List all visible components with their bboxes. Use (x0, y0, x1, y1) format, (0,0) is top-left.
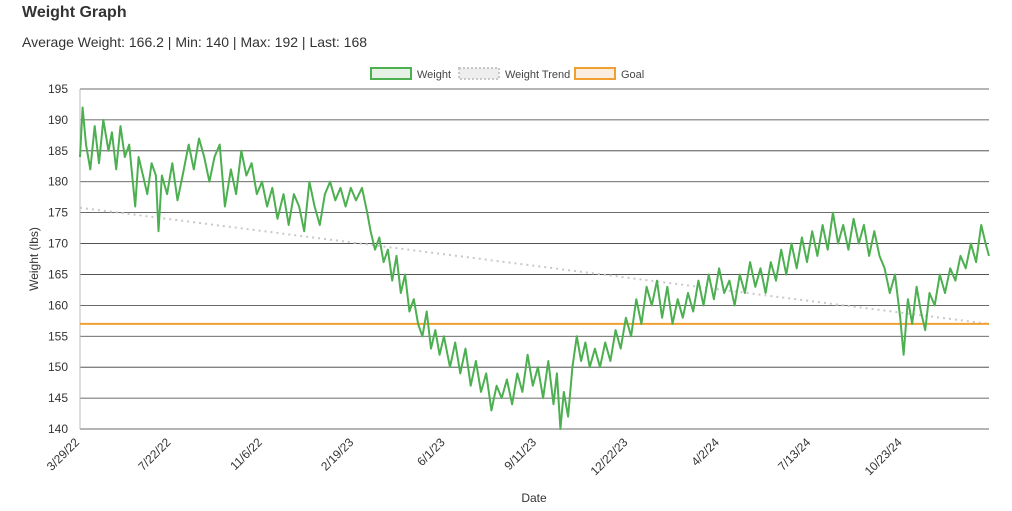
y-axis-ticks: 140 145 150 155 160 165 170 175 180 185 190 195 (48, 82, 68, 436)
x-tick-label: 7/22/22 (135, 435, 173, 473)
series (79, 106, 990, 430)
x-tick-label: 12/22/23 (588, 435, 631, 478)
x-tick-label: 3/29/22 (44, 435, 82, 473)
y-tick-label: 155 (48, 329, 68, 343)
legend[interactable]: Weight Weight Trend Goal (370, 67, 644, 81)
y-tick-label: 190 (48, 113, 68, 127)
y-tick-label: 170 (48, 237, 68, 251)
x-tick-label: 2/19/23 (318, 435, 356, 473)
x-axis-ticks: 3/29/22 7/22/22 11/6/22 2/19/23 6/1/23 9/11/2… (44, 435, 905, 478)
weight-trend-line (79, 206, 990, 325)
legend-label: Goal (621, 69, 644, 81)
legend-item-weight-trend[interactable]: Weight Trend (458, 67, 570, 81)
page-title: Weight Graph (22, 4, 127, 21)
y-axis-label: Weight (lbs) (27, 227, 41, 291)
y-tick-label: 195 (48, 82, 68, 96)
x-axis-label: Date (521, 491, 547, 505)
x-tick-label: 11/6/22 (227, 435, 265, 473)
legend-item-weight[interactable]: Weight (370, 67, 451, 81)
y-tick-label: 150 (48, 360, 68, 374)
x-tick-label: 9/11/23 (502, 435, 540, 473)
legend-swatch (574, 67, 616, 80)
y-tick-label: 140 (48, 422, 68, 436)
legend-item-goal[interactable]: Goal (574, 67, 644, 81)
x-tick-label: 7/13/24 (775, 435, 813, 473)
x-tick-label: 6/1/23 (414, 435, 448, 469)
legend-label: Weight (417, 69, 451, 81)
y-tick-label: 165 (48, 267, 68, 281)
legend-swatch (370, 67, 412, 80)
x-tick-label: 10/23/24 (862, 435, 905, 478)
legend-swatch (458, 67, 500, 80)
y-tick-label: 175 (48, 206, 68, 220)
y-tick-label: 185 (48, 144, 68, 158)
weight-line (79, 106, 990, 430)
x-tick-label: 4/2/24 (688, 435, 722, 469)
weight-stats: Average Weight: 166.2 | Min: 140 | Max: … (22, 34, 368, 50)
y-tick-label: 160 (48, 298, 68, 312)
y-tick-label: 180 (48, 175, 68, 189)
y-tick-label: 145 (48, 391, 68, 405)
legend-label: Weight Trend (505, 69, 570, 81)
